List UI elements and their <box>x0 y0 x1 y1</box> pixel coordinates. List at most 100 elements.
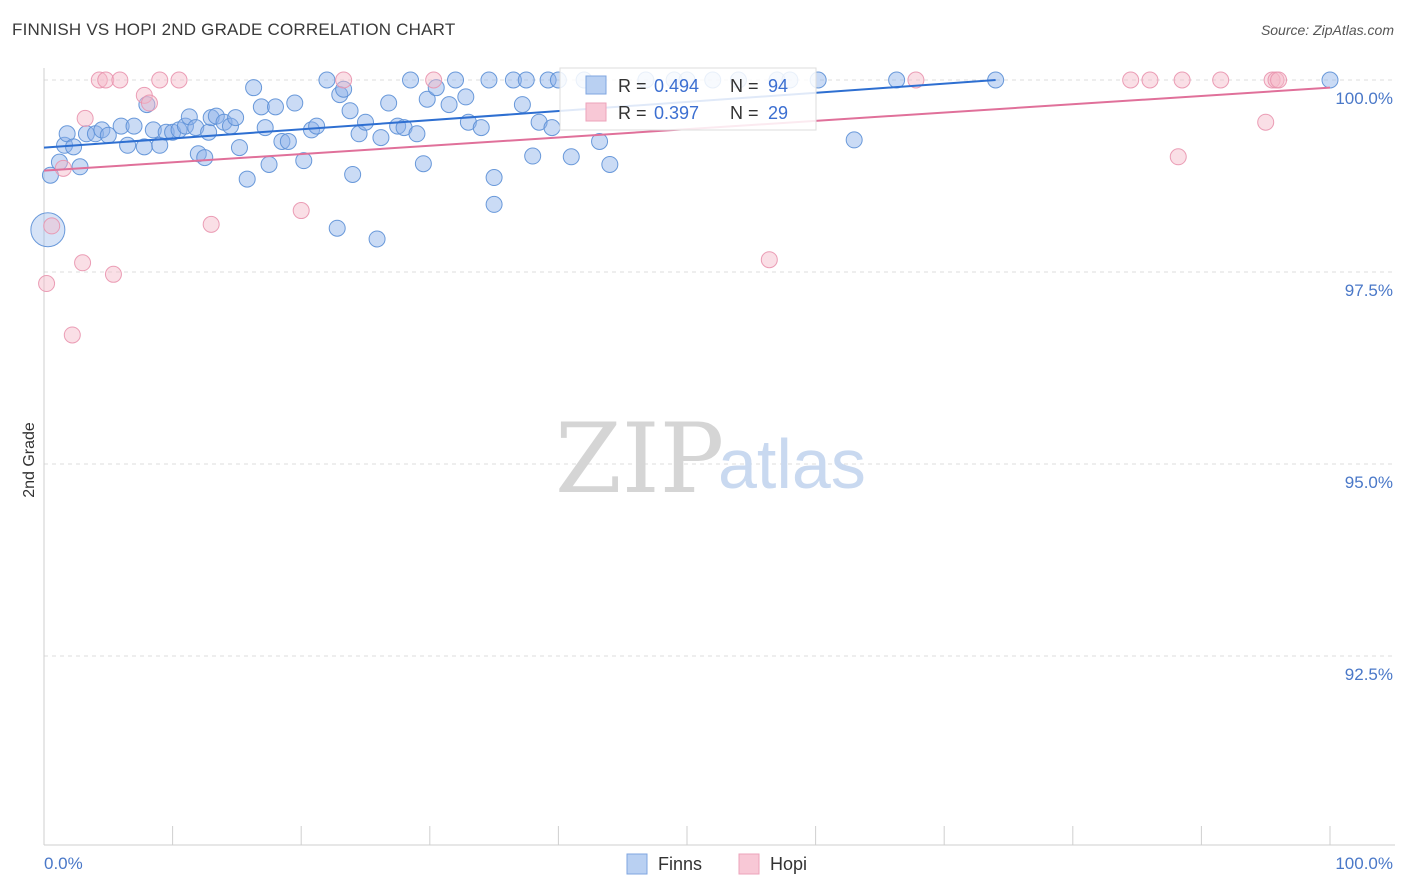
finns-point <box>368 230 386 248</box>
finns-point <box>238 170 256 188</box>
legend-hopi-label: Hopi <box>770 854 807 874</box>
y-tick-label-1: 97.5% <box>1345 281 1393 300</box>
finns-point <box>414 155 432 173</box>
hopi-point <box>1173 71 1191 89</box>
finns-point <box>408 125 426 143</box>
finns-point <box>245 79 263 97</box>
hopi-point <box>90 71 108 89</box>
hopi-n-value: 29 <box>768 103 788 123</box>
hopi-point <box>1141 71 1159 89</box>
watermark-atlas: atlas <box>718 425 866 503</box>
y-tick-label-3: 92.5% <box>1345 665 1393 684</box>
hopi-point <box>140 94 158 112</box>
finns-point <box>335 80 353 98</box>
finns-point <box>504 71 522 89</box>
hopi-point <box>1122 71 1140 89</box>
finns-point <box>125 117 143 135</box>
hopi-point <box>111 71 129 89</box>
finns-r-value: 0.494 <box>654 76 699 96</box>
stats-legend: R = 0.494 N = 94 R = 0.397 N = 29 <box>559 67 817 131</box>
finns-point <box>328 219 346 237</box>
finns-point <box>524 147 542 165</box>
finns-point <box>418 90 436 108</box>
finns-point <box>888 71 906 89</box>
finns-point <box>295 152 313 170</box>
finns-point <box>30 212 66 248</box>
hopi-point <box>43 217 61 235</box>
finns-point <box>227 109 245 127</box>
finns-point <box>180 108 198 126</box>
hopi-point <box>1257 113 1275 131</box>
finns-point <box>273 132 291 150</box>
chart-title: FINNISH VS HOPI 2ND GRADE CORRELATION CH… <box>12 20 456 39</box>
hopi-point <box>760 251 778 269</box>
finns-point <box>112 117 130 135</box>
finns-r-label: R = <box>618 76 647 96</box>
finns-point <box>71 158 89 176</box>
finns-point <box>344 165 362 183</box>
finns-point <box>517 71 535 89</box>
finns-point <box>1321 71 1339 89</box>
hopi-point <box>1169 148 1187 166</box>
finns-point <box>485 169 503 187</box>
finns-point <box>845 131 863 149</box>
legend-finns-swatch <box>626 853 648 875</box>
finns-point <box>457 88 475 106</box>
finns-point <box>543 119 561 137</box>
hopi-r-value: 0.397 <box>654 103 699 123</box>
hopi-point <box>1212 71 1230 89</box>
hopi-point <box>104 265 122 283</box>
finns-point <box>591 132 609 150</box>
y-axis-title: 2nd Grade <box>21 422 38 498</box>
hopi-point <box>425 71 443 89</box>
y-tick-labels: 100.0% 97.5% 95.0% 92.5% <box>1335 89 1393 684</box>
x-tick-label-left: 0.0% <box>44 854 83 873</box>
finns-point <box>341 102 359 120</box>
finns-n-value: 94 <box>768 76 788 96</box>
finns-point <box>279 132 297 150</box>
y-tick-label-2: 95.0% <box>1345 473 1393 492</box>
hopi-swatch <box>585 102 607 122</box>
finns-point <box>144 121 162 139</box>
legend-finns-label: Finns <box>658 854 702 874</box>
watermark: ZIP atlas <box>555 403 866 515</box>
series-legend: Finns Hopi <box>626 853 807 875</box>
legend-hopi-swatch <box>738 853 760 875</box>
finns-swatch <box>585 75 607 95</box>
finns-point <box>200 123 218 141</box>
finns-point <box>196 149 214 167</box>
hopi-point <box>1270 71 1288 89</box>
hopi-point <box>292 202 310 220</box>
finns-point <box>318 71 336 89</box>
finns-point <box>230 139 248 157</box>
hopi-point <box>170 71 188 89</box>
finns-point <box>372 129 390 147</box>
finns-point <box>539 71 557 89</box>
finns-point <box>308 117 326 135</box>
hopi-r-label: R = <box>618 103 647 123</box>
finns-point <box>402 71 420 89</box>
finns-point <box>485 195 503 213</box>
hopi-point <box>76 109 94 127</box>
y-tick-label-0: 100.0% <box>1335 89 1393 108</box>
hopi-point <box>151 71 169 89</box>
hopi-point <box>202 215 220 233</box>
hopi-point <box>63 326 81 344</box>
finns-point <box>601 155 619 173</box>
watermark-zip: ZIP <box>555 403 724 515</box>
finns-point <box>440 96 458 114</box>
axes <box>43 68 1395 846</box>
hopi-point <box>1263 71 1281 89</box>
hopi-n-label: N = <box>730 103 759 123</box>
finns-point <box>119 136 137 154</box>
finns-point <box>447 71 465 89</box>
finns-point <box>472 119 490 137</box>
finns-point <box>260 155 278 173</box>
hopi-point <box>907 71 925 89</box>
x-tick-label-right: 100.0% <box>1335 854 1393 873</box>
finns-point <box>530 113 548 131</box>
hopi-point <box>335 71 353 89</box>
